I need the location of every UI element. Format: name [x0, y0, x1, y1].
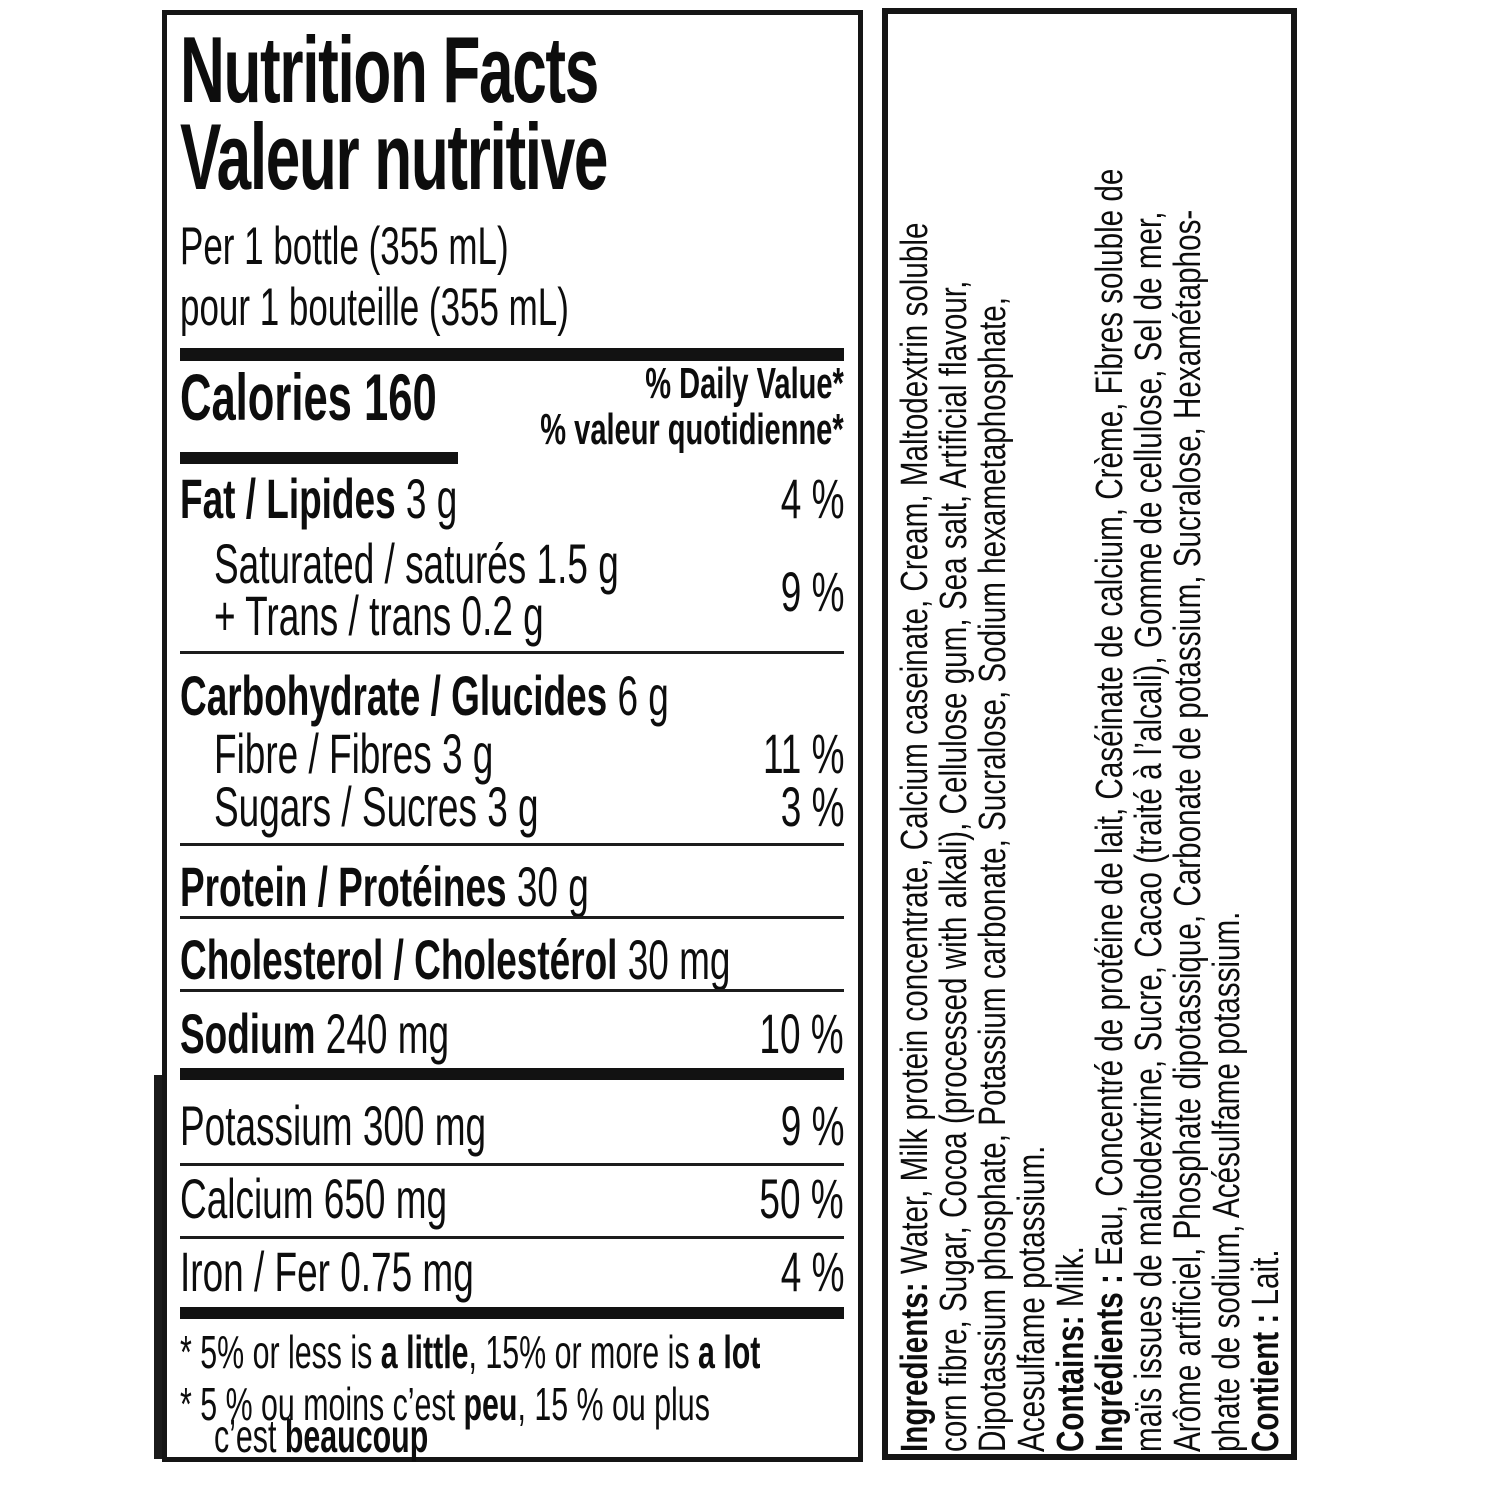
- calories-row: Calories 160: [180, 360, 437, 434]
- contains-line: Contains: Milk.: [1050, 1246, 1092, 1452]
- serving-size-french: pour 1 bouteille (355 mL): [180, 278, 569, 337]
- serving-size-english: Per 1 bottle (355 mL): [180, 217, 509, 276]
- nutrient-row-iron: Iron / Fer 0.75 mg 4 %: [180, 1240, 844, 1303]
- footnote-french-line2: c’est beaucoup: [214, 1410, 429, 1462]
- nutrient-row-calcium: Calcium 650 mg 50 %: [180, 1167, 844, 1230]
- ingredients-line-french: Ingrédients : Eau, Concentré de protéine…: [1089, 168, 1131, 1452]
- ingredients-line-french: phate de sodium, Acésulfame potassium.: [1206, 911, 1248, 1452]
- divider: [180, 916, 844, 919]
- nutrient-row-sugars: Sugars / Sucres 3 g 3 %: [214, 775, 844, 838]
- nutrient-row-fat: Fat / Lipides 3 g 4 %: [180, 467, 844, 530]
- nutrient-row-carbohydrate: Carbohydrate / Glucides 6 g: [180, 664, 669, 727]
- separator-thick-bottom: [180, 1307, 844, 1319]
- footnote-french-line1: * 5 % ou moins c’est peu, 15 % ou plus: [180, 1378, 710, 1430]
- contains-line-french: Contient : Lait.: [1245, 1249, 1287, 1452]
- divider: [180, 843, 844, 846]
- nutrient-row-protein: Protein / Protéines 30 g: [180, 855, 589, 918]
- ingredients-line-french: Arôme artificiel, Phosphate dipotassique…: [1167, 209, 1209, 1453]
- divider: [180, 989, 844, 992]
- nutrient-row-sodium: Sodium 240 mg 10 %: [180, 1002, 844, 1065]
- divider: [180, 651, 844, 654]
- nutrient-row-trans: + Trans / trans 0.2 g: [214, 584, 544, 647]
- title-french: Valeur nutritive: [180, 104, 608, 209]
- separator-under-calories: [180, 452, 458, 464]
- ingredients-line-french: maïs issues de maltodextrine, Sucre, Cac…: [1128, 211, 1170, 1452]
- footnote-english: * 5% or less is a little, 15% or more is…: [180, 1326, 761, 1378]
- ingredients-line: corn fibre, Sugar, Cocoa (processed with…: [933, 280, 975, 1452]
- nutrition-facts-panel: Nutrition Facts Valeur nutritive Per 1 b…: [162, 10, 863, 1462]
- daily-value-header-english: % Daily Value*: [645, 359, 844, 408]
- ingredients-panel: Ingredients: Water, Milk protein concent…: [882, 8, 1297, 1460]
- separator-thick-top: [180, 348, 844, 361]
- ingredients-line: Ingredients: Water, Milk protein concent…: [894, 222, 936, 1452]
- ingredients-line: Acesulfame potassium.: [1011, 1145, 1053, 1452]
- nutrient-row-fibre: Fibre / Fibres 3 g 11 %: [214, 722, 844, 785]
- saturated-trans-percent: 9 %: [780, 560, 844, 623]
- ingredients-line: Dipotassium phosphate, Potassium carbona…: [972, 297, 1014, 1452]
- ingredients-rotated-text: Ingredients: Water, Milk protein concent…: [894, 48, 1288, 1453]
- daily-value-header-french: % valeur quotidienne*: [540, 405, 844, 454]
- nutrient-row-saturated: Saturated / saturés 1.5 g: [214, 532, 619, 595]
- separator-thick-middle: [180, 1068, 844, 1080]
- nutrient-row-cholesterol: Cholesterol / Cholestérol 30 mg: [180, 928, 731, 991]
- title-english: Nutrition Facts: [180, 17, 599, 122]
- divider: [180, 1163, 844, 1166]
- print-artifact-line: [154, 1075, 162, 1459]
- divider: [180, 1236, 844, 1239]
- nutrient-row-potassium: Potassium 300 mg 9 %: [180, 1094, 844, 1157]
